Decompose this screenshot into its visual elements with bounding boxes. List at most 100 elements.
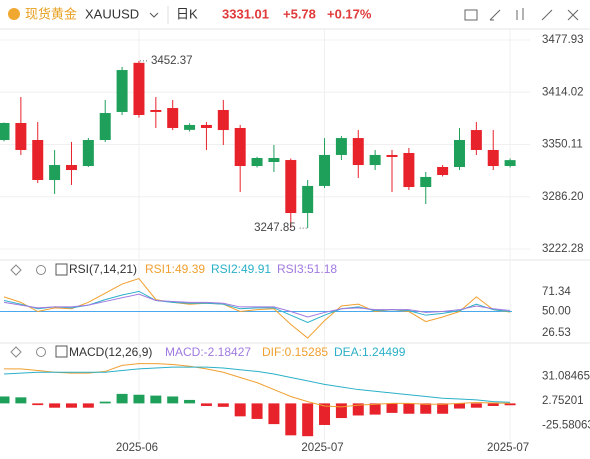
- y-tick-label: 71.34: [542, 286, 571, 298]
- candle-body: [285, 160, 297, 214]
- macd-bar: [251, 403, 263, 419]
- indicator-icon: [55, 263, 68, 276]
- change-pct: +0.17%: [327, 6, 372, 21]
- y-tick-label: 26.53: [542, 327, 571, 339]
- indicator-icon: [55, 345, 68, 358]
- macd-bar: [437, 403, 449, 414]
- tool-button[interactable]: [541, 9, 553, 21]
- macd-bar: [386, 403, 398, 413]
- toolbar: [464, 8, 579, 21]
- rsi-line: [3, 293, 511, 318]
- annotation: 3247.85: [254, 222, 296, 234]
- macd-bar: [470, 403, 482, 408]
- legend-entry: DEA:1.24499: [334, 345, 406, 359]
- y-tick-label: 3477.93: [542, 34, 584, 46]
- candle-body: [352, 138, 364, 166]
- candle-body: [251, 157, 263, 167]
- y-tick-label: 2.75201: [542, 395, 584, 407]
- y-tick-label: 3222.28: [542, 243, 584, 255]
- candle-body: [268, 157, 280, 162]
- macd-bar: [234, 403, 246, 417]
- y-tick-label: 3350.11: [542, 139, 583, 151]
- tool-button[interactable]: [567, 9, 579, 21]
- legend-entry: MACD:-2.18427: [165, 345, 251, 359]
- macd-bar: [82, 403, 94, 408]
- macd-bar: [133, 394, 145, 404]
- instrument-symbol[interactable]: XAUUSD: [85, 6, 139, 21]
- candle-body: [0, 123, 10, 141]
- tool-button[interactable]: [464, 9, 478, 21]
- legend-entry: RSI3:51.18: [277, 262, 337, 276]
- panel-icons: [10, 264, 46, 358]
- macd-bar: [167, 396, 179, 404]
- macd-bar: [32, 403, 44, 406]
- candle-body: [453, 140, 465, 167]
- settings-icon[interactable]: [36, 347, 46, 357]
- macd-bar: [200, 403, 212, 406]
- candle-body: [319, 154, 331, 186]
- macd-bar: [319, 403, 331, 425]
- rsi-line: [3, 277, 511, 339]
- macd-bar: [150, 395, 162, 404]
- macd-bar: [403, 403, 415, 414]
- legend-entry: DIF:0.15285: [262, 345, 328, 359]
- macd-bar: [504, 403, 516, 406]
- candle-body: [437, 166, 449, 175]
- macd-line: [4, 363, 511, 408]
- rsi-title: RSI(7,14,21): [69, 262, 137, 276]
- candle-body: [133, 62, 145, 115]
- macd-bar: [0, 396, 10, 404]
- candle-body: [167, 108, 179, 128]
- x-tick-label: 2025-07: [487, 442, 529, 454]
- candle-body: [217, 110, 229, 131]
- candle-body: [470, 130, 482, 150]
- candle-body: [49, 165, 61, 180]
- settings-icon[interactable]: [36, 265, 46, 275]
- tool-button[interactable]: [516, 8, 524, 20]
- legend-entry: RSI2:49.91: [211, 262, 271, 276]
- macd-bar: [49, 403, 61, 408]
- candle-body: [116, 70, 128, 112]
- macd-bar: [302, 403, 314, 437]
- macd-bar: [99, 401, 111, 404]
- legend-entry: RSI1:49.39: [145, 262, 205, 276]
- instrument-name[interactable]: 现货黄金: [25, 6, 77, 21]
- y-tick-label: 3414.02: [542, 86, 584, 98]
- y-tick-label: 3286.20: [542, 191, 584, 203]
- macd-bar: [217, 403, 229, 407]
- y-tick-label: 31.08465: [542, 371, 590, 383]
- macd-bar: [453, 403, 465, 409]
- period[interactable]: 日K: [176, 6, 198, 21]
- x-tick-label: 2025-07: [301, 442, 343, 454]
- y-tick-label: 50.00: [542, 306, 571, 318]
- price: 3331.01: [222, 6, 269, 21]
- macd-bar: [116, 393, 128, 404]
- candle-body: [504, 160, 516, 167]
- candle-body: [386, 154, 398, 158]
- x-tick-label: 2025-06: [116, 442, 158, 454]
- candle-body: [403, 153, 415, 188]
- candle-body: [302, 185, 314, 214]
- tool-button[interactable]: [489, 9, 501, 21]
- candle-body: [335, 138, 347, 155]
- dropdown-caret[interactable]: [149, 12, 159, 18]
- macd-bar: [65, 403, 77, 408]
- macd-line: [3, 366, 511, 403]
- candle-body: [32, 140, 44, 180]
- candle-body: [99, 113, 111, 141]
- candle-body: [234, 127, 246, 167]
- gold-icon: [8, 8, 20, 20]
- eye-icon[interactable]: [10, 346, 22, 358]
- candle-body: [82, 140, 94, 167]
- macd-bar: [369, 403, 381, 415]
- macd-bar: [15, 397, 27, 404]
- macd-bar: [335, 403, 347, 419]
- candle-body: [65, 165, 77, 171]
- annotation: 3452.37: [151, 55, 193, 67]
- candle-body: [200, 124, 212, 128]
- y-tick-label: -25.58063: [542, 420, 590, 432]
- candle-body: [420, 176, 432, 188]
- candle-body: [184, 124, 196, 130]
- eye-icon[interactable]: [10, 264, 22, 276]
